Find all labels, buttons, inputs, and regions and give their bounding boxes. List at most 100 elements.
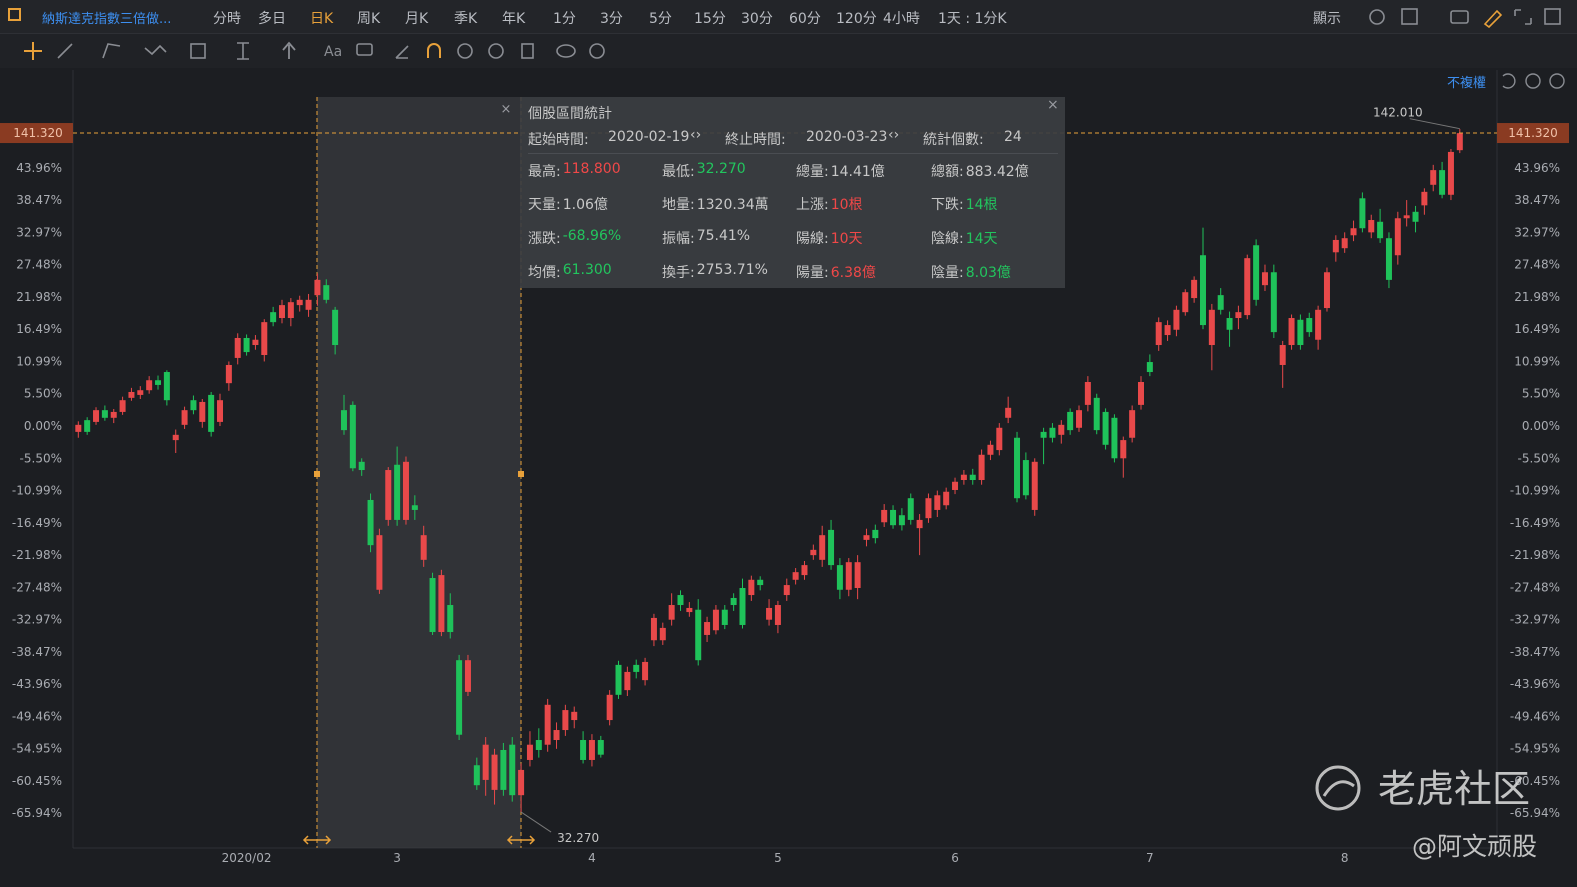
candle-body — [323, 285, 330, 300]
hide-tool[interactable] — [488, 43, 504, 59]
y-tick-label-left: 16.49% — [16, 322, 62, 336]
selection-area[interactable] — [317, 97, 521, 848]
stat-label: 總額: — [931, 164, 964, 180]
period-tab[interactable]: 5分 — [649, 11, 672, 27]
period-tab[interactable]: 4小時 — [883, 11, 920, 27]
stat-value: 14天 — [965, 231, 998, 247]
candle-body — [881, 509, 888, 523]
candle-body — [1394, 218, 1401, 256]
candle-body — [1005, 407, 1012, 418]
candle-body — [84, 420, 91, 432]
period-tab[interactable]: 年K — [502, 11, 526, 27]
period-tab[interactable]: 日K — [310, 11, 334, 27]
candle-body — [332, 309, 339, 346]
stat-value: 32.270 — [696, 161, 746, 177]
end-stepper[interactable]: ‹› — [888, 127, 900, 143]
candle-body — [1279, 345, 1286, 365]
y-tick-label-left: -5.50% — [20, 451, 62, 465]
measure-tool[interactable] — [237, 42, 249, 60]
y-tick-label-left: 21.98% — [16, 290, 62, 304]
drag-handle[interactable] — [302, 835, 332, 845]
wave-tool[interactable] — [144, 44, 167, 56]
tool-settings[interactable] — [589, 43, 605, 59]
zoom-out-icon[interactable] — [1525, 73, 1541, 89]
period-tab[interactable]: 周K — [357, 11, 381, 27]
period-tab[interactable]: 多日 — [258, 11, 286, 27]
y-tick-label-left: 27.48% — [16, 258, 62, 272]
start-date[interactable]: 2020-02-19 — [608, 129, 690, 145]
candle-body — [642, 661, 649, 681]
y-tick-label-right: -54.95% — [1510, 742, 1560, 756]
start-stepper[interactable]: ‹› — [690, 127, 702, 143]
candle-body — [1199, 255, 1206, 326]
candle-body — [943, 491, 950, 506]
period-tab[interactable]: 30分 — [741, 11, 773, 27]
arrow-tool[interactable] — [282, 41, 296, 59]
pen-icon[interactable] — [1483, 9, 1503, 28]
period-tab[interactable]: 1分 — [553, 11, 576, 27]
period-tab[interactable]: 月K — [405, 11, 429, 27]
candle-body — [872, 529, 879, 539]
menu-icon[interactable] — [8, 8, 21, 21]
candle-body — [75, 424, 82, 432]
candle-body — [225, 364, 232, 384]
angle-tool[interactable] — [395, 45, 409, 59]
magnet-tool[interactable] — [427, 43, 441, 58]
camera-icon[interactable] — [1450, 10, 1469, 24]
start-label: 起始時間: — [528, 132, 589, 148]
selection-close[interactable]: × — [501, 102, 512, 117]
candle-body — [1111, 417, 1118, 459]
low-pointer — [520, 811, 552, 833]
symbol-name[interactable]: 納斯達克指數三倍做... — [42, 12, 172, 27]
candle-body — [1014, 437, 1021, 499]
period-tab[interactable]: 3分 — [600, 11, 623, 27]
lock-tool[interactable] — [457, 43, 473, 59]
adjust-mode[interactable]: 不複權 — [1447, 75, 1486, 91]
fib-tool[interactable] — [190, 43, 206, 59]
chart: × 不複權 43.96% 43.96% 38.47% 38.47% 32.97% 32.9… — [0, 68, 1577, 887]
candle-body — [349, 404, 356, 469]
line-tool[interactable] — [57, 43, 73, 59]
layout-icon[interactable] — [1401, 8, 1418, 25]
candle-body — [1049, 427, 1056, 438]
candle-body — [464, 660, 471, 692]
x-tick-label: 4 — [588, 851, 596, 865]
period-tab[interactable]: 分時 — [213, 11, 241, 27]
candle-body — [1076, 410, 1083, 428]
settings-icon[interactable] — [1369, 9, 1385, 25]
move-tool[interactable] — [24, 42, 42, 60]
y-tick-label-right: -16.49% — [1510, 516, 1560, 530]
period-tab[interactable]: 60分 — [789, 11, 821, 27]
fullscreen-icon[interactable] — [1514, 9, 1532, 25]
selection-handle[interactable] — [314, 471, 320, 477]
zoom-in-icon[interactable] — [1549, 73, 1565, 89]
candle-body — [119, 400, 126, 412]
note-tool[interactable] — [356, 43, 373, 56]
y-tick-label-left: 32.97% — [16, 226, 62, 240]
window-icon[interactable] — [1544, 8, 1561, 25]
candle-body — [1430, 170, 1437, 185]
high-pointer — [1409, 118, 1460, 130]
stat-value: 118.800 — [562, 161, 621, 177]
candle-body — [1261, 272, 1268, 286]
text-tool[interactable]: Aa — [324, 44, 342, 60]
delete-tool[interactable] — [521, 43, 534, 59]
candle-body — [1456, 133, 1463, 151]
drawing-toolbar: Aa — [0, 34, 1577, 69]
candle-body — [1146, 362, 1153, 373]
stat-label: 均價: — [528, 265, 561, 281]
panel-close[interactable]: × — [1047, 97, 1059, 113]
drag-handle[interactable] — [506, 835, 536, 845]
end-date[interactable]: 2020-03-23 — [806, 129, 888, 145]
ray-tool[interactable] — [102, 43, 121, 59]
period-tab[interactable]: 1天 : 1分K — [938, 11, 1007, 27]
candle-body — [580, 740, 587, 760]
period-tab[interactable]: 季K — [454, 11, 478, 27]
compare-tool[interactable] — [556, 44, 576, 58]
selection-handle[interactable] — [518, 471, 524, 477]
period-tab[interactable]: 120分 — [836, 11, 877, 27]
reset-icon[interactable] — [1502, 73, 1516, 89]
y-tick-label-left: -38.47% — [12, 645, 62, 659]
period-tab[interactable]: 15分 — [694, 11, 726, 27]
display-menu[interactable]: 顯示 — [1313, 11, 1341, 27]
